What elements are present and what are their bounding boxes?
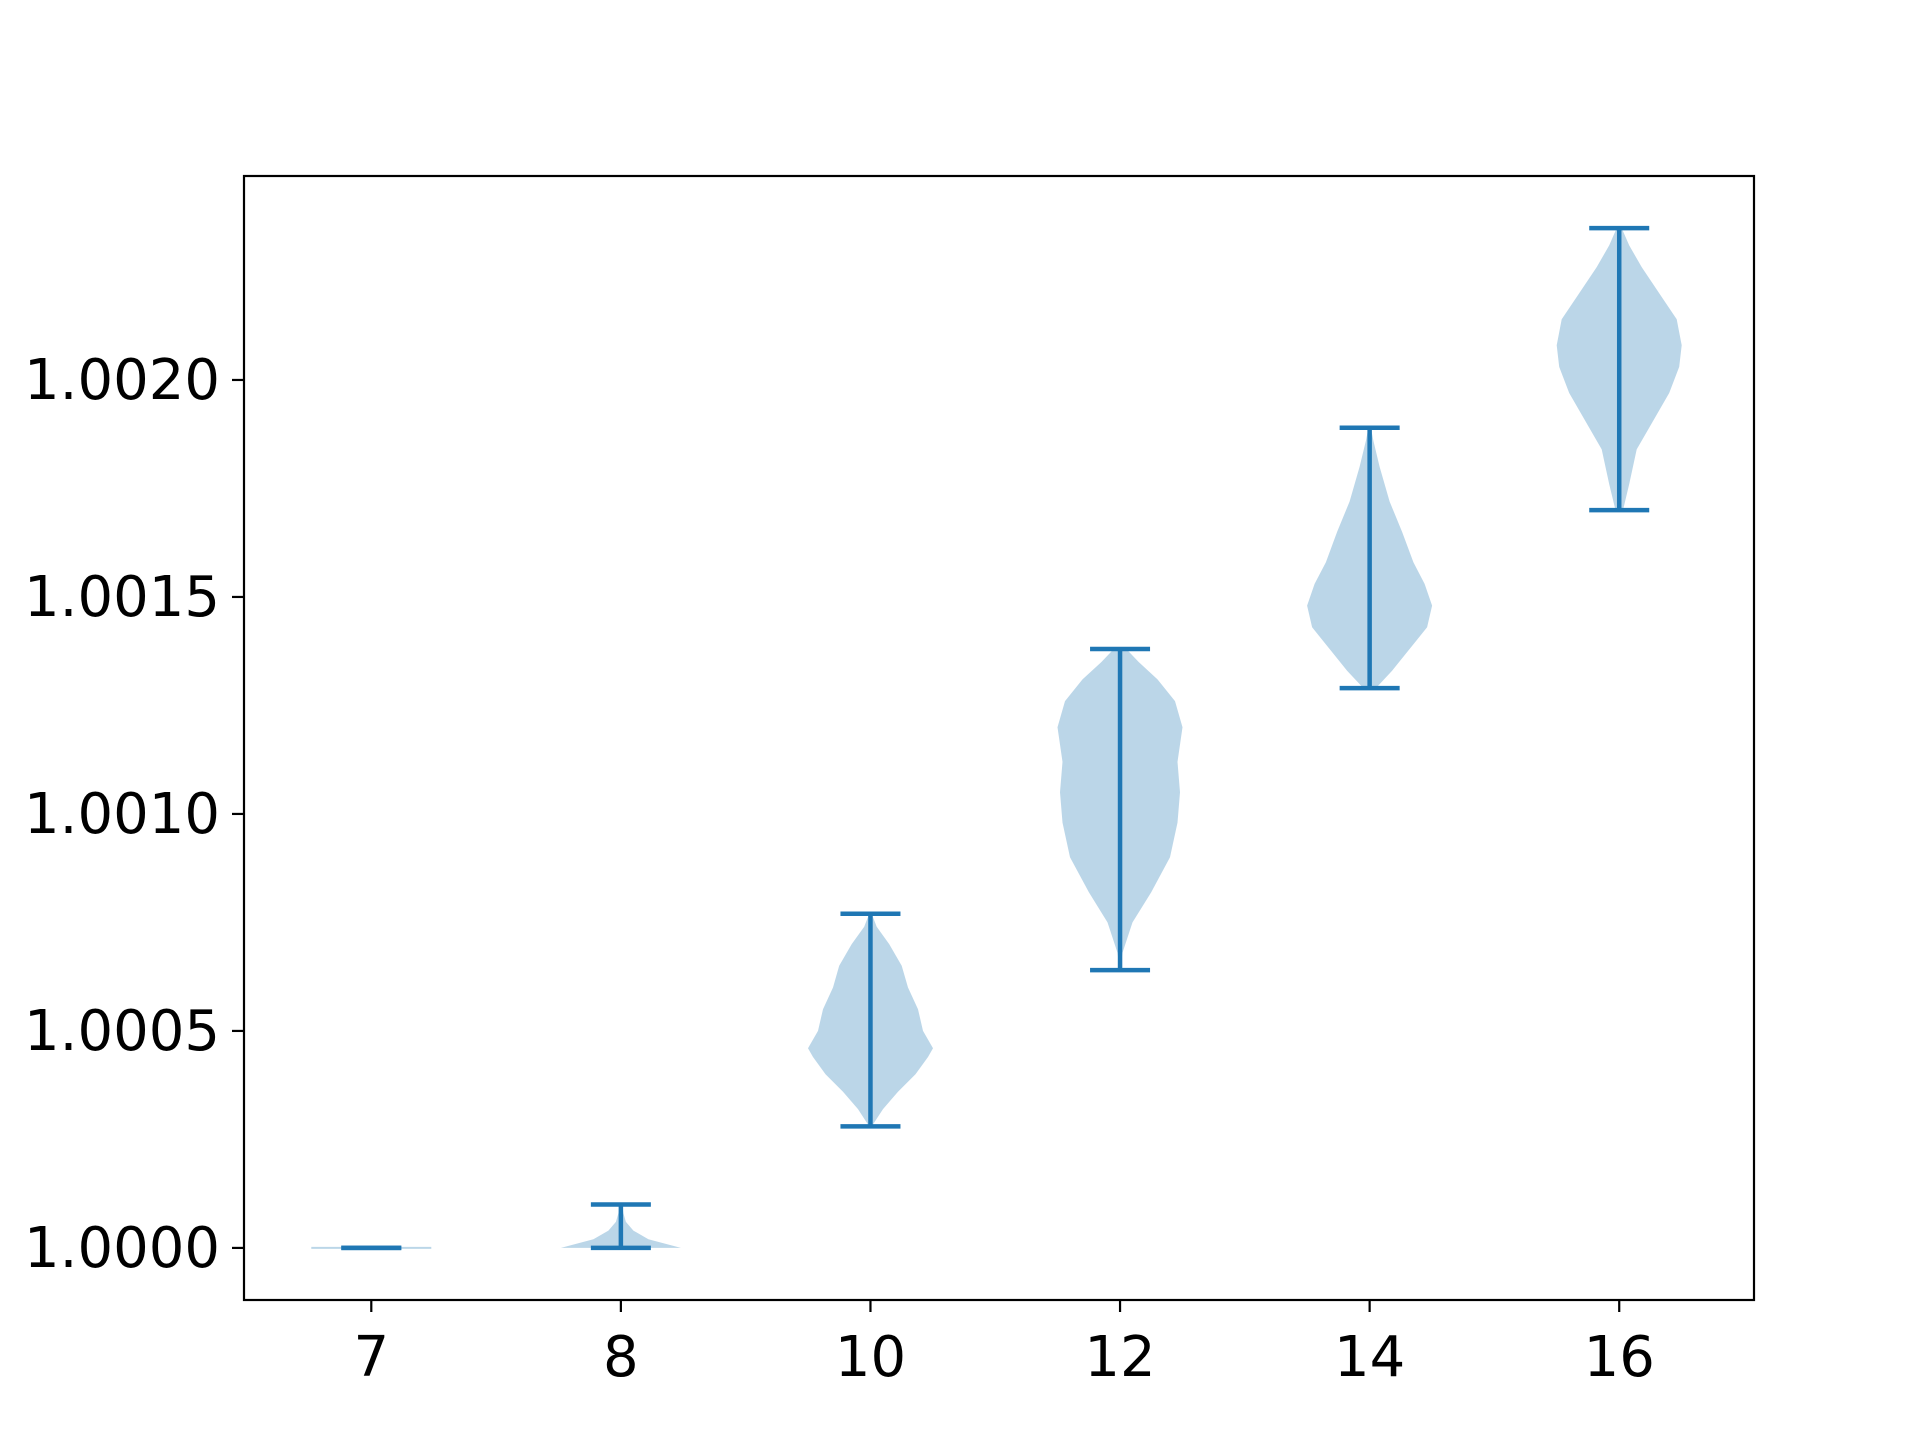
- x-tick-label: 16: [1584, 1325, 1655, 1390]
- y-tick-label: 1.0010: [24, 782, 220, 847]
- x-tick-label: 7: [353, 1325, 389, 1390]
- whisker-group: [341, 225, 1650, 1251]
- y-tick-label: 1.0000: [24, 1216, 220, 1281]
- x-tick-label: 12: [1084, 1325, 1155, 1390]
- y-tick-label: 1.0015: [24, 565, 220, 630]
- x-tick-label: 14: [1334, 1325, 1405, 1390]
- plot-frame: [242, 174, 1756, 1302]
- y-tick-label: 1.0005: [24, 999, 220, 1064]
- x-tick-label: 8: [603, 1325, 639, 1390]
- x-tick-label: 10: [835, 1325, 906, 1390]
- y-axis: 1.0000 1.0005 1.0010 1.0015 1.0020: [24, 348, 244, 1281]
- y-tick-label: 1.0020: [24, 348, 220, 413]
- x-axis: 7 8 10 12 14 16: [353, 1300, 1655, 1390]
- violin-group: [311, 228, 1682, 1249]
